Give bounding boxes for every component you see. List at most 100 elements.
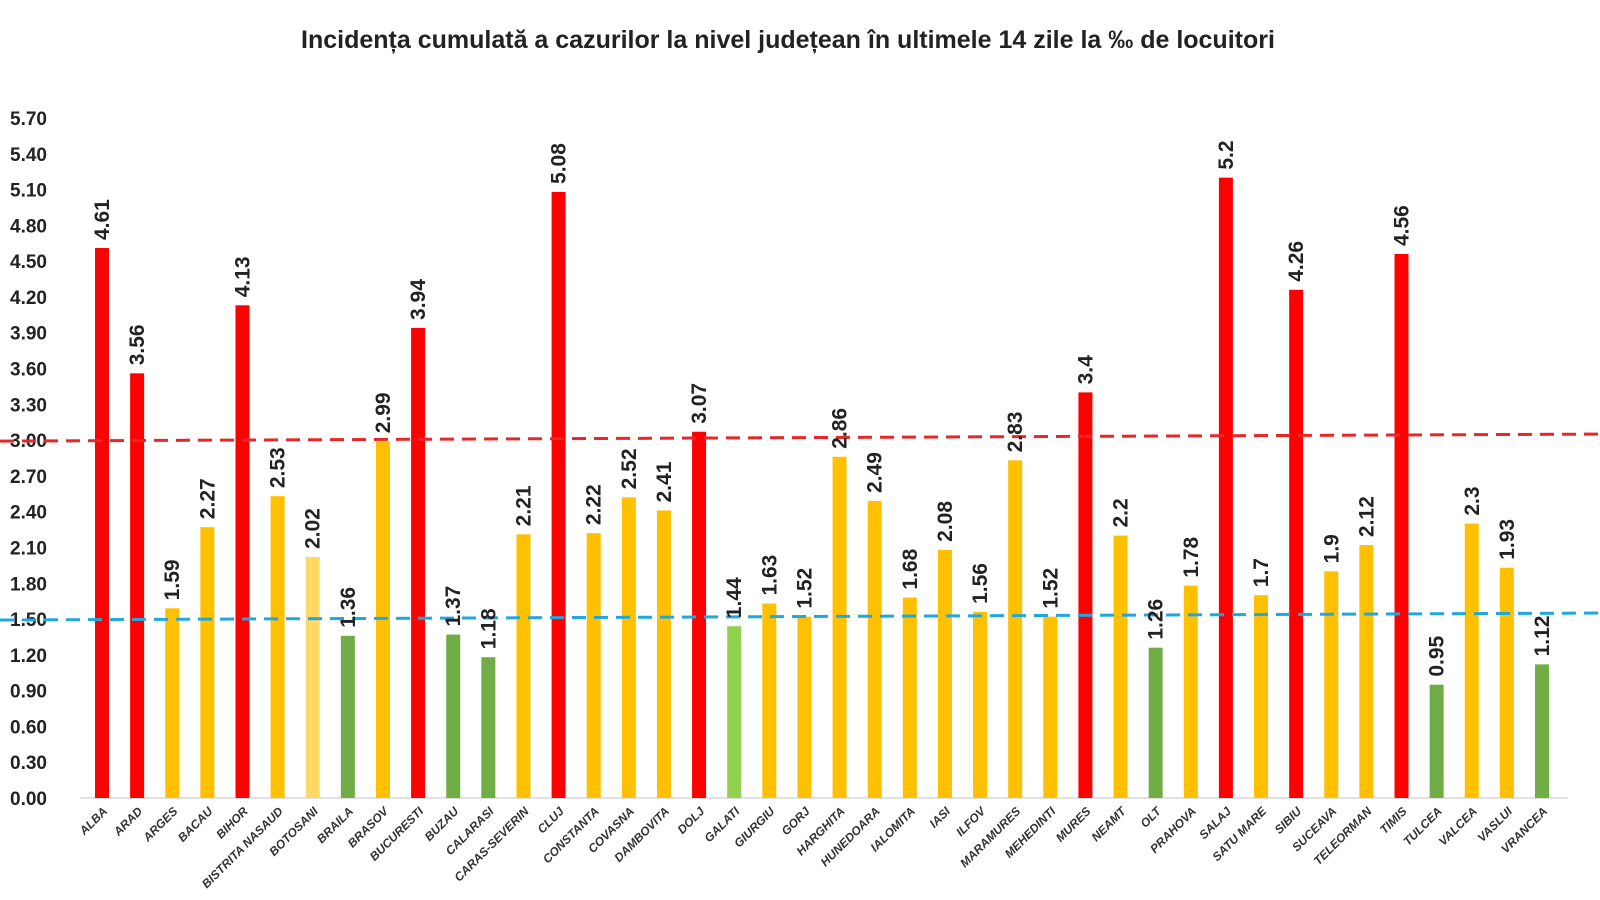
- value-label: 1.52: [793, 568, 816, 609]
- value-label: 1.12: [1531, 616, 1554, 657]
- value-label: 2.27: [196, 478, 219, 519]
- bar-buzau: [446, 634, 461, 798]
- bar-maramures: [1008, 460, 1023, 798]
- value-label: 2.41: [653, 461, 676, 502]
- bar-iasi: [937, 549, 952, 798]
- bar-gorj: [797, 616, 812, 798]
- y-tick-label: 5.10: [10, 181, 47, 202]
- value-label: 1.78: [1180, 536, 1203, 577]
- value-label: 5.2: [1215, 140, 1238, 169]
- bar-sibiu: [1289, 289, 1304, 798]
- value-label: 2.12: [1355, 496, 1378, 537]
- value-label: 1.36: [337, 587, 360, 628]
- value-label: 1.63: [758, 555, 781, 596]
- value-label: 1.93: [1496, 519, 1519, 560]
- bar-cluj: [551, 191, 566, 798]
- bar-bistrita-nasaud: [270, 496, 285, 798]
- bar-ilfov: [973, 611, 988, 798]
- y-tick-label: 3.30: [10, 395, 47, 416]
- value-label: 2.21: [512, 485, 535, 526]
- value-label: 3.94: [407, 279, 430, 320]
- bar-olt: [1148, 647, 1163, 798]
- bar-arad: [130, 373, 145, 798]
- y-axis: 0.000.300.600.901.201.501.802.102.402.70…: [10, 109, 47, 810]
- y-tick-label: 0.90: [10, 682, 47, 703]
- y-tick-label: 0.00: [10, 789, 47, 810]
- bar-caras-severin: [516, 534, 531, 798]
- value-label: 1.18: [477, 608, 500, 649]
- value-label: 2.52: [618, 448, 641, 489]
- bar-dolj: [692, 431, 707, 798]
- y-tick-label: 2.10: [10, 538, 47, 559]
- bar-giurgiu: [762, 603, 777, 798]
- value-label: 1.68: [899, 548, 922, 589]
- y-tick-label: 5.40: [10, 145, 47, 166]
- bar-prahova: [1183, 585, 1198, 798]
- x-tick-label: DOLJ: [675, 804, 708, 837]
- y-tick-label: 3.60: [10, 360, 47, 381]
- bar-ialomita: [902, 597, 917, 798]
- value-label: 2.02: [302, 508, 325, 549]
- bar-valcea: [1464, 523, 1479, 798]
- value-label: 2.53: [267, 447, 290, 488]
- bar-satu-mare: [1254, 595, 1269, 798]
- bar-suceava: [1324, 571, 1339, 798]
- bar-bacau: [200, 527, 215, 798]
- value-label: 2.49: [864, 452, 887, 493]
- bar-tulcea: [1429, 684, 1444, 798]
- bar-hunedoara: [867, 500, 882, 798]
- bar-calarasi: [481, 657, 496, 798]
- bar-vrancea: [1535, 664, 1549, 798]
- y-tick-label: 0.30: [10, 753, 47, 774]
- bar-mehedinti: [1043, 616, 1058, 798]
- bar-braila: [340, 635, 355, 798]
- bar-harghita: [832, 456, 847, 798]
- bars: [95, 177, 1549, 799]
- y-tick-label: 4.80: [10, 216, 47, 237]
- x-tick-label: VALCEA: [1436, 804, 1480, 848]
- bar-bihor: [235, 305, 250, 798]
- x-tick-label: OLT: [1138, 803, 1165, 830]
- bar-arges: [165, 608, 180, 798]
- y-tick-label: 5.70: [10, 109, 47, 130]
- value-label: 3.56: [126, 324, 149, 365]
- bar-vaslui: [1499, 567, 1514, 798]
- bar-dambovita: [656, 510, 671, 798]
- y-tick-label: 2.70: [10, 467, 47, 488]
- bar-timis: [1394, 254, 1409, 798]
- y-tick-label: 1.80: [10, 574, 47, 595]
- value-label: 5.08: [548, 143, 571, 184]
- x-tick-label: ALBA: [76, 804, 110, 838]
- value-label: 1.9: [1320, 534, 1343, 563]
- y-tick-label: 4.20: [10, 288, 47, 309]
- value-label: 1.37: [442, 586, 465, 627]
- bar-galati: [727, 626, 742, 798]
- value-label: 2.3: [1461, 486, 1484, 515]
- reference-line-3: [0, 432, 1600, 443]
- value-label: 3.07: [688, 383, 711, 424]
- bar-alba: [95, 248, 109, 798]
- reference-lines: [0, 432, 1600, 622]
- value-label: 3.4: [1074, 355, 1097, 385]
- value-labels: 4.61 3.56 1.59 2.27 4.13 2.53 2.02 1.36 2.99 3.94…: [91, 140, 1554, 676]
- x-tick-label: TIMIS: [1377, 804, 1410, 837]
- bar-neamt: [1113, 535, 1128, 798]
- bar-teleorman: [1359, 545, 1374, 798]
- value-label: 4.26: [1285, 241, 1308, 282]
- value-label: 1.26: [1145, 599, 1168, 640]
- value-label: 2.99: [372, 392, 395, 433]
- chart-title: Incidența cumulată a cazurilor la nivel …: [301, 26, 1275, 54]
- value-label: 2.2: [1110, 498, 1133, 527]
- value-label: 2.22: [583, 484, 606, 525]
- value-label: 2.83: [1004, 412, 1027, 453]
- bar-botosani: [305, 557, 320, 798]
- reference-line-1.5: [0, 611, 1600, 622]
- value-label: 2.08: [934, 501, 957, 542]
- value-label: 1.56: [969, 563, 992, 604]
- value-label: 1.52: [1039, 568, 1062, 609]
- y-tick-label: 4.50: [10, 252, 47, 273]
- value-label: 2.86: [829, 408, 852, 449]
- bar-salaj: [1218, 177, 1233, 799]
- bar-constanta: [586, 533, 601, 798]
